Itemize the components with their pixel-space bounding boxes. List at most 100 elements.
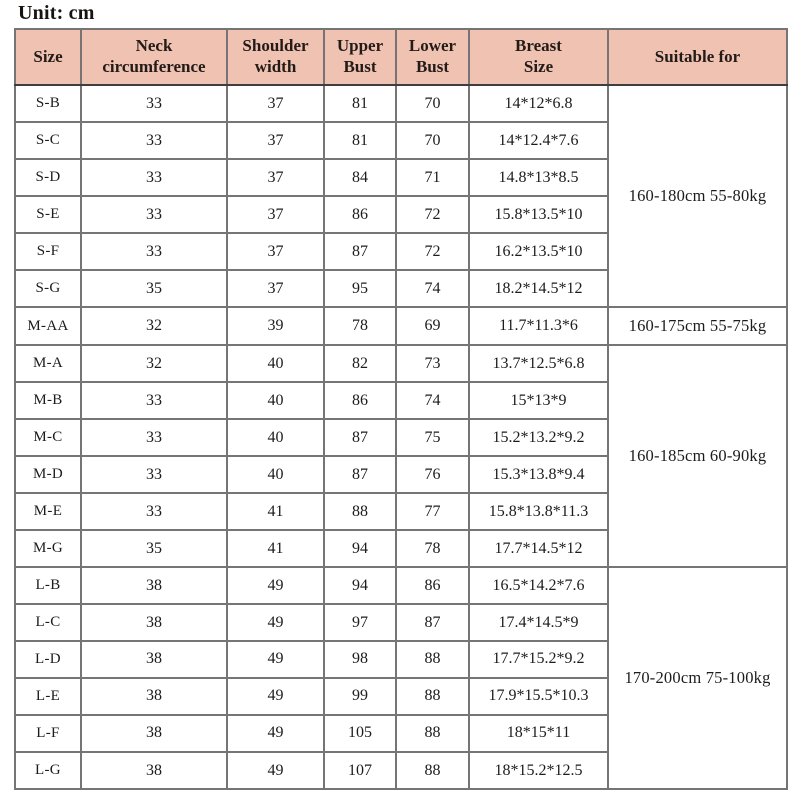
cell-size: S-F: [14, 231, 82, 271]
cell-shoulder-width: 37: [226, 84, 325, 123]
cell-size: M-B: [14, 380, 82, 420]
cell-lower-bust: 76: [395, 454, 470, 494]
cell-breast-size: 18.2*14.5*12: [468, 268, 609, 308]
cell-shoulder-width: 41: [226, 491, 325, 531]
cell-lower-bust: 86: [395, 565, 470, 605]
cell-upper-bust: 78: [323, 305, 397, 346]
cell-neck-circumference: 33: [80, 380, 228, 420]
unit-label: Unit: cm: [18, 2, 95, 24]
cell-lower-bust: 70: [395, 120, 470, 160]
cell-size: L-B: [14, 565, 82, 605]
cell-suitable-for: 160-180cm 55-80kg: [607, 84, 788, 308]
cell-lower-bust: 78: [395, 528, 470, 568]
cell-neck-circumference: 33: [80, 491, 228, 531]
cell-lower-bust: 69: [395, 305, 470, 346]
table-row: S-C 33 37 81 70 14*12.4*7.6: [14, 120, 787, 160]
table-row: L-F 38 49 105 88 18*15*11: [14, 713, 787, 753]
table-row: M-C 33 40 87 75 15.2*13.2*9.2: [14, 417, 787, 457]
cell-upper-bust: 94: [323, 565, 397, 605]
cell-suitable-for: 170-200cm 75-100kg: [607, 565, 788, 791]
cell-lower-bust: 77: [395, 491, 470, 531]
cell-neck-circumference: 35: [80, 528, 228, 568]
cell-neck-circumference: 33: [80, 84, 228, 123]
cell-upper-bust: 97: [323, 602, 397, 642]
cell-upper-bust: 99: [323, 676, 397, 716]
table-row: S-E 33 37 86 72 15.8*13.5*10: [14, 194, 787, 234]
cell-size: S-G: [14, 268, 82, 308]
column-header-lower-bust: Lower Bust: [395, 28, 470, 86]
table-row: M-B 33 40 86 74 15*13*9: [14, 380, 787, 420]
cell-breast-size: 14.8*13*8.5: [468, 157, 609, 197]
cell-shoulder-width: 37: [226, 268, 325, 308]
cell-breast-size: 17.4*14.5*9: [468, 602, 609, 642]
cell-shoulder-width: 41: [226, 528, 325, 568]
cell-breast-size: 17.7*15.2*9.2: [468, 639, 609, 679]
cell-lower-bust: 88: [395, 639, 470, 679]
cell-upper-bust: 105: [323, 713, 397, 753]
cell-neck-circumference: 33: [80, 231, 228, 271]
table-body: S-B 33 37 81 70 14*12*6.8 160-180cm 55-80kg S-C…: [14, 84, 788, 791]
cell-upper-bust: 87: [323, 231, 397, 271]
cell-suitable-for: 160-185cm 60-90kg: [607, 343, 788, 568]
cell-neck-circumference: 35: [80, 268, 228, 308]
header-row: Size Neck circumference Shoulder width Uppe…: [14, 28, 788, 86]
cell-shoulder-width: 37: [226, 231, 325, 271]
cell-size: L-E: [14, 676, 82, 716]
cell-upper-bust: 94: [323, 528, 397, 568]
cell-upper-bust: 86: [323, 194, 397, 234]
cell-neck-circumference: 32: [80, 343, 228, 383]
cell-size: S-D: [14, 157, 82, 197]
table-row: L-D 38 49 98 88 17.7*15.2*9.2: [14, 639, 787, 679]
cell-upper-bust: 95: [323, 268, 397, 308]
cell-size: M-AA: [14, 305, 82, 346]
cell-upper-bust: 88: [323, 491, 397, 531]
cell-shoulder-width: 49: [226, 565, 325, 605]
table-row: M-AA 32 39 78 69 11.7*11.3*6 160-175cm 55-75kg: [14, 305, 788, 346]
size-chart-table: Size Neck circumference Shoulder width Uppe…: [14, 28, 788, 791]
cell-shoulder-width: 40: [226, 454, 325, 494]
cell-lower-bust: 74: [395, 268, 470, 308]
cell-shoulder-width: 49: [226, 750, 325, 791]
table-row: M-G 35 41 94 78 17.7*14.5*12: [14, 528, 787, 568]
column-header-breast-size: Breast Size: [468, 28, 609, 86]
cell-shoulder-width: 49: [226, 639, 325, 679]
table-row: L-B 38 49 94 86 16.5*14.2*7.6 170-200cm 75-100…: [14, 565, 788, 791]
cell-size: M-A: [14, 343, 82, 383]
cell-shoulder-width: 37: [226, 194, 325, 234]
table-row: S-G 35 37 95 74 18.2*14.5*12: [14, 268, 787, 308]
cell-upper-bust: 98: [323, 639, 397, 679]
table-header: Size Neck circumference Shoulder width Uppe…: [14, 28, 788, 86]
cell-lower-bust: 72: [395, 231, 470, 271]
cell-suitable-for: 160-175cm 55-75kg: [607, 305, 788, 346]
table-row: S-D 33 37 84 71 14.8*13*8.5: [14, 157, 787, 197]
cell-breast-size: 15*13*9: [468, 380, 609, 420]
column-header-upper-bust: Upper Bust: [323, 28, 397, 86]
cell-lower-bust: 71: [395, 157, 470, 197]
cell-breast-size: 18*15.2*12.5: [468, 750, 609, 791]
cell-neck-circumference: 33: [80, 120, 228, 160]
column-header-suitable-for: Suitable for: [607, 28, 788, 86]
cell-lower-bust: 87: [395, 602, 470, 642]
cell-breast-size: 16.5*14.2*7.6: [468, 565, 609, 605]
cell-breast-size: 13.7*12.5*6.8: [468, 343, 609, 383]
cell-neck-circumference: 33: [80, 194, 228, 234]
cell-breast-size: 15.8*13.8*11.3: [468, 491, 609, 531]
cell-breast-size: 14*12*6.8: [468, 84, 609, 123]
table-row: L-C 38 49 97 87 17.4*14.5*9: [14, 602, 787, 642]
cell-breast-size: 15.8*13.5*10: [468, 194, 609, 234]
cell-breast-size: 11.7*11.3*6: [468, 305, 609, 346]
cell-neck-circumference: 33: [80, 417, 228, 457]
cell-size: M-D: [14, 454, 82, 494]
cell-upper-bust: 81: [323, 84, 397, 123]
cell-shoulder-width: 49: [226, 676, 325, 716]
cell-lower-bust: 74: [395, 380, 470, 420]
cell-breast-size: 17.7*14.5*12: [468, 528, 609, 568]
cell-neck-circumference: 38: [80, 750, 228, 791]
cell-size: S-E: [14, 194, 82, 234]
cell-size: S-C: [14, 120, 82, 160]
table-row: L-G 38 49 107 88 18*15.2*12.5: [14, 750, 787, 791]
cell-upper-bust: 81: [323, 120, 397, 160]
table-row: L-E 38 49 99 88 17.9*15.5*10.3: [14, 676, 787, 716]
column-header-shoulder-width: Shoulder width: [226, 28, 325, 86]
cell-lower-bust: 88: [395, 750, 470, 791]
